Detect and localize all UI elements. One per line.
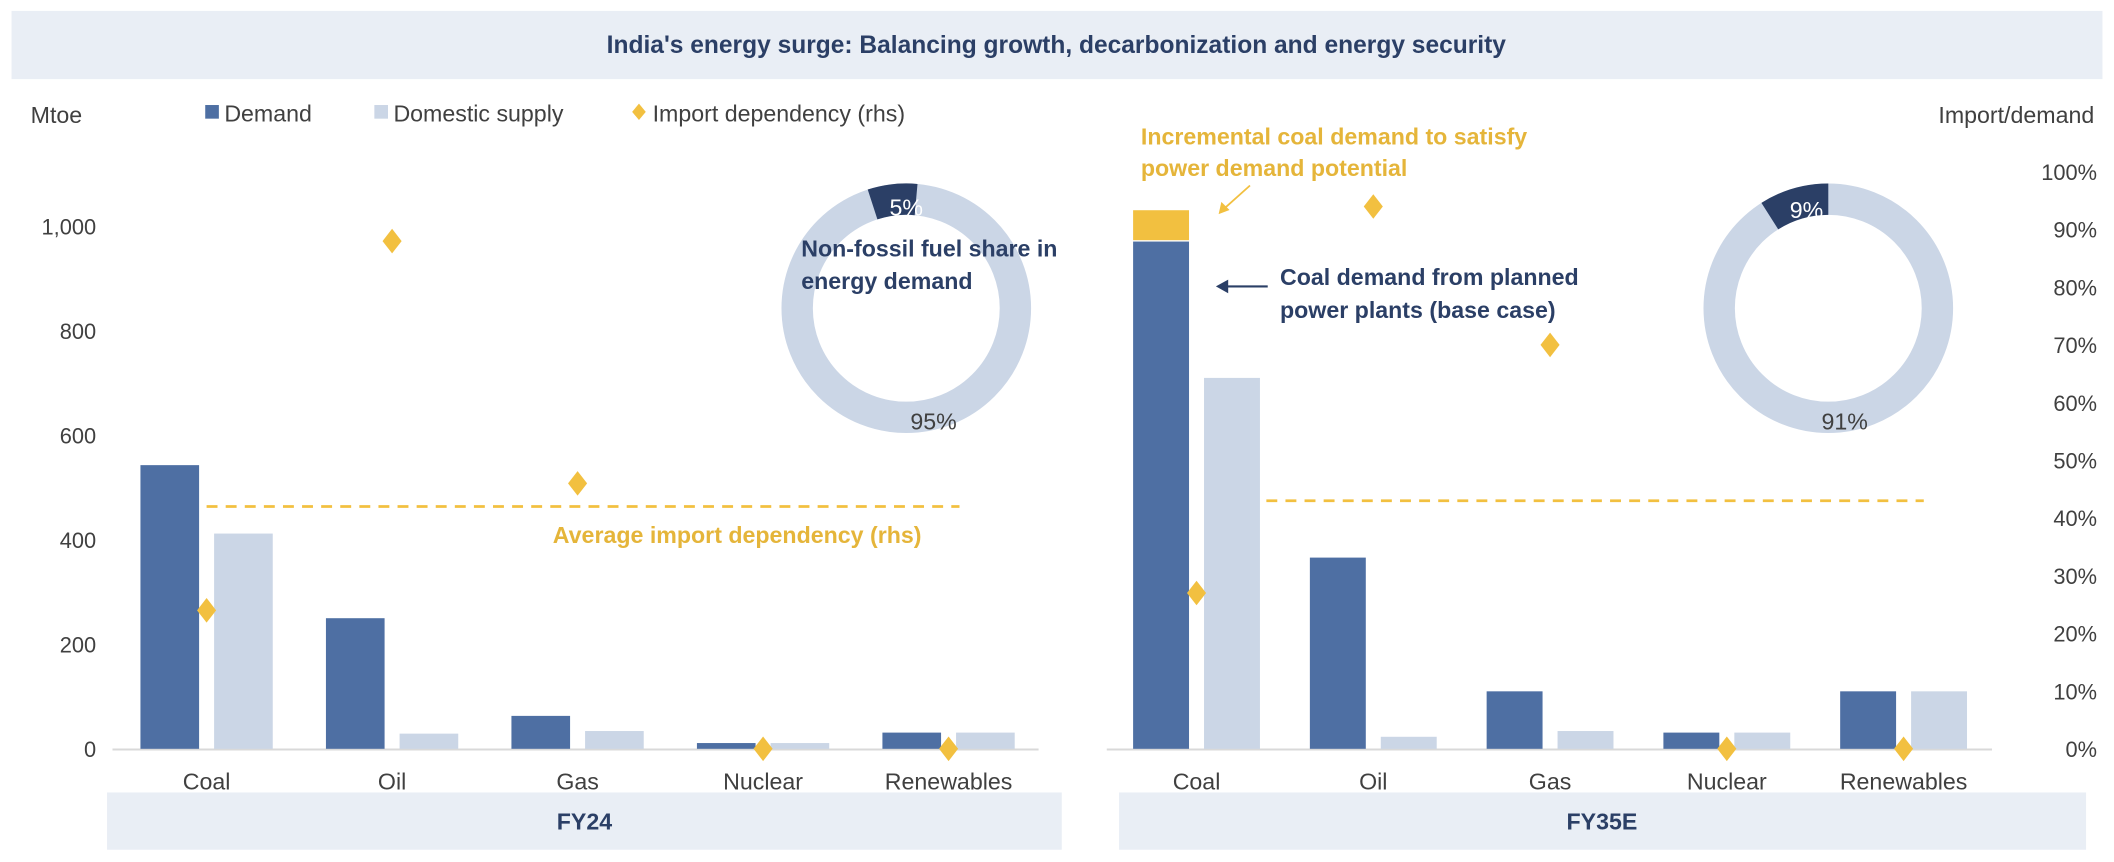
category-label: Gas (1529, 769, 1571, 795)
right-axis-label: Import/demand (1938, 102, 2094, 128)
category-label: Nuclear (1687, 769, 1767, 795)
bar-domestic-oil (399, 733, 459, 749)
donut-fossil-slice (1703, 183, 1954, 434)
y2-tick-label: 0% (2065, 737, 2097, 762)
legend-import-label: Import dependency (rhs) (653, 100, 905, 126)
donut-fossil-label: 95% (910, 409, 956, 435)
bar-domestic-coal (1204, 377, 1260, 749)
bar-domestic-renewables (1911, 691, 1968, 749)
donut-non-fossil-slice (867, 183, 918, 220)
fy24-band (107, 792, 1062, 850)
y-tick-label: 800 (60, 319, 96, 344)
base-case-annotation-line1: Coal demand from planned (1280, 264, 1579, 290)
y2-tick-label: 100% (2041, 160, 2097, 185)
left-axis-label: Mtoe (31, 102, 83, 128)
import-dependency-marker-gas (1540, 332, 1560, 358)
import-dependency-marker-renewables (939, 736, 959, 762)
fy24-label: FY24 (557, 808, 612, 834)
y2-tick-label: 70% (2053, 333, 2097, 358)
category-label: Coal (183, 769, 231, 795)
chart-title: India's energy surge: Balancing growth, … (607, 32, 1507, 59)
legend-demand-label: Demand (224, 100, 312, 126)
y-tick-label: 200 (60, 633, 96, 658)
incremental-annotation-line1: Incremental coal demand to satisfy (1141, 124, 1527, 150)
bar-demand-gas (511, 715, 571, 749)
fy35e-band (1119, 792, 2087, 850)
category-label: Renewables (885, 769, 1013, 795)
legend-import-diamond-icon (632, 103, 646, 121)
y-tick-label: 1,000 (42, 215, 97, 240)
bar-demand-nuclear (696, 743, 756, 749)
average-import-label: Average import dependency (rhs) (553, 522, 922, 548)
bar-demand-oil (325, 618, 385, 749)
import-dependency-marker-oil (382, 228, 402, 254)
bar-domestic-nuclear (770, 743, 830, 749)
bar-demand-coal (140, 465, 200, 749)
donut-non-fossil-label: 9% (1790, 197, 1824, 223)
panel-fy24: 0 200 400 600 800 1,000 5% 95% Coal Oil Gas Nuclear… (42, 183, 1039, 795)
bar-demand-gas (1486, 691, 1543, 749)
fy35e-label: FY35E (1566, 808, 1637, 834)
import-dependency-marker-nuclear (753, 736, 773, 762)
y-tick-label: 600 (60, 424, 96, 449)
bar-domestic-coal (214, 533, 273, 749)
panel-fy35e: 0% 10% 20% 30% 40% 50% 60% 70% 80% 90% 100% 9% 91% Co… (1106, 160, 2097, 795)
donut-caption-line1: Non-fossil fuel share in (801, 235, 1057, 261)
bar-demand-oil (1309, 557, 1366, 749)
category-label: Coal (1173, 769, 1221, 795)
legend-demand-swatch (205, 105, 219, 119)
legend-domestic-swatch (374, 105, 388, 119)
donut-non-fossil-slice (1761, 183, 1829, 230)
import-dependency-marker-coal (197, 598, 217, 623)
category-label: Oil (378, 769, 406, 795)
bar-domestic-gas (585, 731, 644, 749)
y2-tick-label: 90% (2053, 218, 2097, 243)
y2-tick-label: 50% (2053, 449, 2097, 474)
legend-domestic-label: Domestic supply (393, 100, 563, 126)
y2-tick-label: 80% (2053, 275, 2097, 300)
y2-tick-label: 30% (2053, 564, 2097, 589)
import-dependency-marker-nuclear (1717, 736, 1737, 762)
legend: Demand Domestic supply Import dependency… (205, 100, 905, 126)
bar-demand-renewables (1840, 691, 1897, 749)
base-case-arrow-icon (1215, 279, 1268, 294)
import-dependency-marker-gas (568, 471, 588, 496)
donut-caption-line2: energy demand (801, 268, 972, 294)
incremental-annotation-line2: power demand potential (1141, 155, 1408, 181)
y-tick-label: 0 (84, 737, 96, 762)
incremental-arrow-icon (1218, 184, 1251, 215)
category-label: Gas (556, 769, 599, 795)
y2-tick-label: 10% (2053, 679, 2097, 704)
bar-demand-nuclear (1663, 732, 1720, 749)
import-dependency-marker-coal (1186, 580, 1207, 606)
base-case-annotation-line2: power plants (base case) (1280, 297, 1556, 323)
y2-tick-label: 60% (2053, 391, 2097, 416)
title-band (11, 10, 2103, 80)
bar-domestic-gas (1557, 731, 1614, 749)
category-label: Oil (1359, 769, 1387, 795)
bar-domestic-nuclear (1734, 732, 1791, 749)
donut-fossil-label: 91% (1821, 409, 1867, 435)
category-label: Nuclear (723, 769, 803, 795)
bar-domestic-oil (1380, 736, 1437, 749)
y2-tick-label: 20% (2053, 622, 2097, 647)
y2-tick-label: 40% (2053, 506, 2097, 531)
bar-demand-coal (1133, 241, 1190, 749)
donut-non-fossil-label: 5% (890, 195, 924, 221)
category-label: Renewables (1840, 769, 1968, 795)
bar-demand-renewables (882, 732, 942, 749)
import-dependency-marker-oil (1363, 194, 1383, 219)
donut-fossil-slice (781, 183, 1032, 434)
bar-incremental-coal (1133, 210, 1190, 241)
bar-domestic-renewables (956, 732, 1015, 749)
import-dependency-marker-renewables (1894, 736, 1914, 762)
y-tick-label: 400 (60, 528, 96, 553)
